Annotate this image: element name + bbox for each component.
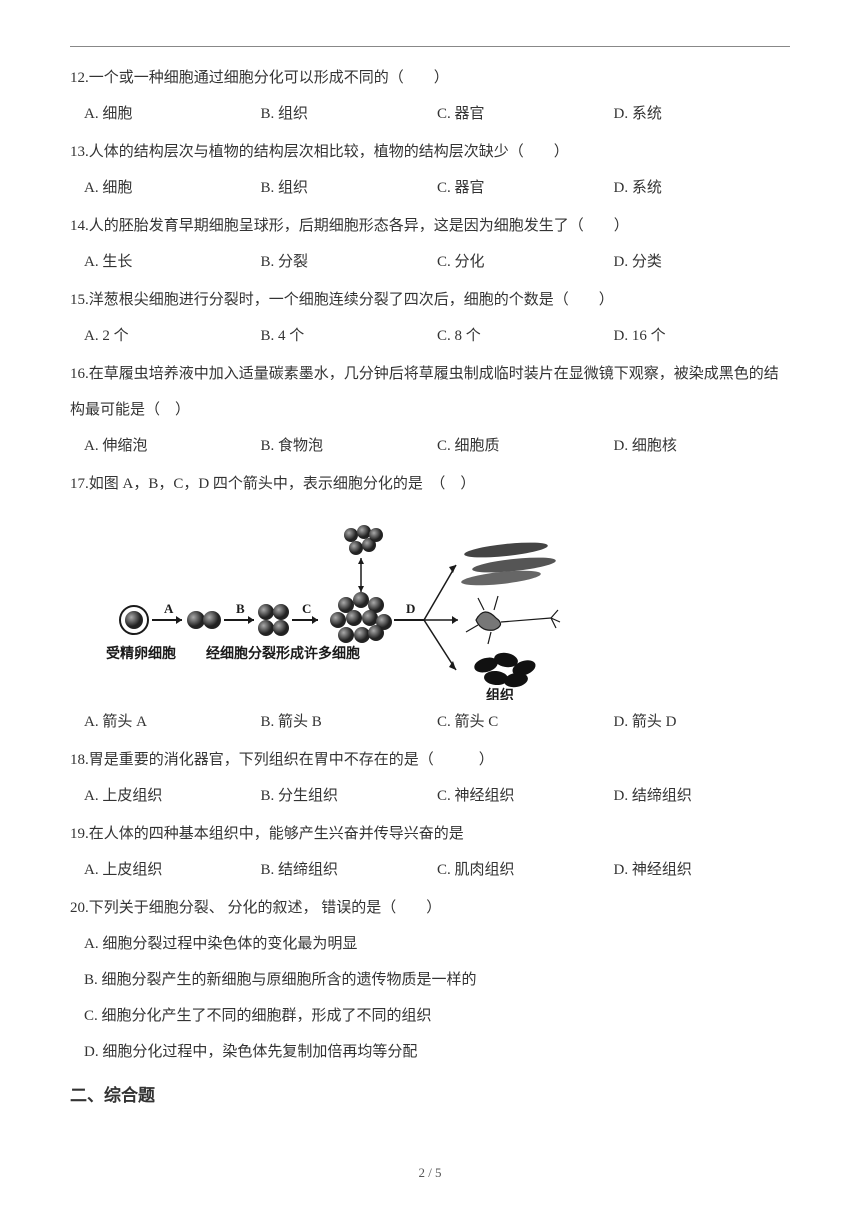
q-number: 14 [70, 218, 85, 234]
options-row: A. 箭头 A B. 箭头 B C. 箭头 C D. 箭头 D [70, 704, 790, 740]
q-text: 下列关于细胞分裂、 分化的叙述， 错误的是（ ） [89, 900, 442, 916]
option-c: C. 8 个 [437, 318, 614, 354]
question-12: 12.一个或一种细胞通过细胞分化可以形成不同的（ ） A. 细胞 B. 组织 C… [70, 60, 790, 132]
option-d: D. 箭头 D [614, 704, 791, 740]
option-d: D. 细胞核 [614, 428, 791, 464]
arrow-label-a: A [164, 601, 174, 616]
option-b: B. 组织 [261, 170, 438, 206]
options-row: A. 2 个 B. 4 个 C. 8 个 D. 16 个 [70, 318, 790, 354]
q-text: 如图 A，B，C，D 四个箭头中，表示细胞分化的是 （ ） [89, 476, 476, 492]
option-a: A. 上皮组织 [84, 852, 261, 888]
question-stem: 17.如图 A，B，C，D 四个箭头中，表示细胞分化的是 （ ） [70, 466, 790, 502]
arrow-label-c: C [302, 601, 311, 616]
tissue-elongated [461, 540, 557, 589]
options-row: A. 细胞 B. 组织 C. 器官 D. 系统 [70, 170, 790, 206]
tissue-dark [473, 651, 538, 689]
option-a: A. 细胞分裂过程中染色体的变化最为明显 [84, 926, 790, 962]
label-fertilized-egg: 受精卵细胞 [106, 645, 176, 662]
option-b: B. 组织 [261, 96, 438, 132]
option-a: A. 细胞 [84, 170, 261, 206]
question-14: 14.人的胚胎发育早期细胞呈球形，后期细胞形态各异，这是因为细胞发生了（ ） A… [70, 208, 790, 280]
option-b: B. 箭头 B [261, 704, 438, 740]
options-row: A. 细胞 B. 组织 C. 器官 D. 系统 [70, 96, 790, 132]
q-number: 12 [70, 70, 85, 86]
option-d: D. 结缔组织 [614, 778, 791, 814]
small-cluster [344, 525, 383, 555]
label-tissue: 组织 [486, 687, 514, 700]
q-number: 17 [70, 476, 85, 492]
option-d: D. 16 个 [614, 318, 791, 354]
option-c: C. 肌肉组织 [437, 852, 614, 888]
option-a: A. 2 个 [84, 318, 261, 354]
option-c: C. 器官 [437, 170, 614, 206]
option-c: C. 细胞质 [437, 428, 614, 464]
section-2-title: 二、综合题 [70, 1076, 790, 1117]
option-a: A. 生长 [84, 244, 261, 280]
question-18: 18.胃是重要的消化器官，下列组织在胃中不存在的是（ ） A. 上皮组织 B. … [70, 742, 790, 814]
q-text: 胃是重要的消化器官，下列组织在胃中不存在的是（ ） [89, 752, 494, 768]
option-c: C. 神经组织 [437, 778, 614, 814]
question-stem: 18.胃是重要的消化器官，下列组织在胃中不存在的是（ ） [70, 742, 790, 778]
question-stem: 20.下列关于细胞分裂、 分化的叙述， 错误的是（ ） [70, 890, 790, 926]
q-text: 洋葱根尖细胞进行分裂时，一个细胞连续分裂了四次后，细胞的个数是（ ） [89, 292, 614, 308]
question-stem: 15.洋葱根尖细胞进行分裂时，一个细胞连续分裂了四次后，细胞的个数是（ ） [70, 282, 790, 318]
question-17: 17.如图 A，B，C，D 四个箭头中，表示细胞分化的是 （ ） A B [70, 466, 790, 740]
question-stem: 16.在草履虫培养液中加入适量碳素墨水，几分钟后将草履虫制成临时装片在显微镜下观… [70, 356, 790, 428]
option-d: D. 分类 [614, 244, 791, 280]
option-d: D. 细胞分化过程中，染色体先复制加倍再均等分配 [84, 1034, 790, 1070]
q-number: 20 [70, 900, 85, 916]
option-c: C. 分化 [437, 244, 614, 280]
tissue-neuron [466, 596, 560, 644]
option-c: C. 细胞分化产生了不同的细胞群，形成了不同的组织 [84, 998, 790, 1034]
option-a: A. 细胞 [84, 96, 261, 132]
question-stem: 14.人的胚胎发育早期细胞呈球形，后期细胞形态各异，这是因为细胞发生了（ ） [70, 208, 790, 244]
q-number: 16 [70, 366, 85, 382]
question-13: 13.人体的结构层次与植物的结构层次相比较，植物的结构层次缺少（ ） A. 细胞… [70, 134, 790, 206]
q-text: 在草履虫培养液中加入适量碳素墨水，几分钟后将草履虫制成临时装片在显微镜下观察，被… [70, 366, 779, 418]
option-c: C. 箭头 C [437, 704, 614, 740]
page-footer: 2 / 5 [0, 1157, 860, 1188]
option-d: D. 系统 [614, 96, 791, 132]
option-a: A. 伸缩泡 [84, 428, 261, 464]
arrow-label-b: B [236, 601, 245, 616]
options-stack: A. 细胞分裂过程中染色体的变化最为明显 B. 细胞分裂产生的新细胞与原细胞所含… [70, 926, 790, 1070]
arrow-label-d: D [406, 601, 415, 616]
question-stem: 12.一个或一种细胞通过细胞分化可以形成不同的（ ） [70, 60, 790, 96]
question-15: 15.洋葱根尖细胞进行分裂时，一个细胞连续分裂了四次后，细胞的个数是（ ） A.… [70, 282, 790, 354]
option-b: B. 细胞分裂产生的新细胞与原细胞所含的遗传物质是一样的 [84, 962, 790, 998]
option-b: B. 结缔组织 [261, 852, 438, 888]
question-stem: 13.人体的结构层次与植物的结构层次相比较，植物的结构层次缺少（ ） [70, 134, 790, 170]
q-text: 在人体的四种基本组织中，能够产生兴奋并传导兴奋的是 [89, 826, 464, 842]
option-d: D. 神经组织 [614, 852, 791, 888]
options-row: A. 伸缩泡 B. 食物泡 C. 细胞质 D. 细胞核 [70, 428, 790, 464]
figure-svg: A B C [106, 510, 576, 700]
label-cell-division: 经细胞分裂形成许多细胞 [206, 645, 360, 662]
q-text: 一个或一种细胞通过细胞分化可以形成不同的（ ） [89, 70, 449, 86]
option-d: D. 系统 [614, 170, 791, 206]
option-b: B. 分裂 [261, 244, 438, 280]
option-b: B. 食物泡 [261, 428, 438, 464]
cell-cluster [330, 592, 392, 643]
cell-differentiation-figure: A B C [106, 510, 790, 700]
option-a: A. 上皮组织 [84, 778, 261, 814]
question-stem: 19.在人体的四种基本组织中，能够产生兴奋并传导兴奋的是 [70, 816, 790, 852]
option-b: B. 4 个 [261, 318, 438, 354]
q-number: 13 [70, 144, 85, 160]
option-c: C. 器官 [437, 96, 614, 132]
options-row: A. 上皮组织 B. 分生组织 C. 神经组织 D. 结缔组织 [70, 778, 790, 814]
q-text: 人体的结构层次与植物的结构层次相比较，植物的结构层次缺少（ ） [89, 144, 569, 160]
option-a: A. 箭头 A [84, 704, 261, 740]
question-20: 20.下列关于细胞分裂、 分化的叙述， 错误的是（ ） A. 细胞分裂过程中染色… [70, 890, 790, 1070]
q-number: 18 [70, 752, 85, 768]
q-text: 人的胚胎发育早期细胞呈球形，后期细胞形态各异，这是因为细胞发生了（ ） [89, 218, 629, 234]
options-row: A. 生长 B. 分裂 C. 分化 D. 分类 [70, 244, 790, 280]
q-number: 15 [70, 292, 85, 308]
q-number: 19 [70, 826, 85, 842]
option-b: B. 分生组织 [261, 778, 438, 814]
question-16: 16.在草履虫培养液中加入适量碳素墨水，几分钟后将草履虫制成临时装片在显微镜下观… [70, 356, 790, 464]
question-19: 19.在人体的四种基本组织中，能够产生兴奋并传导兴奋的是 A. 上皮组织 B. … [70, 816, 790, 888]
options-row: A. 上皮组织 B. 结缔组织 C. 肌肉组织 D. 神经组织 [70, 852, 790, 888]
top-rule [70, 46, 790, 47]
